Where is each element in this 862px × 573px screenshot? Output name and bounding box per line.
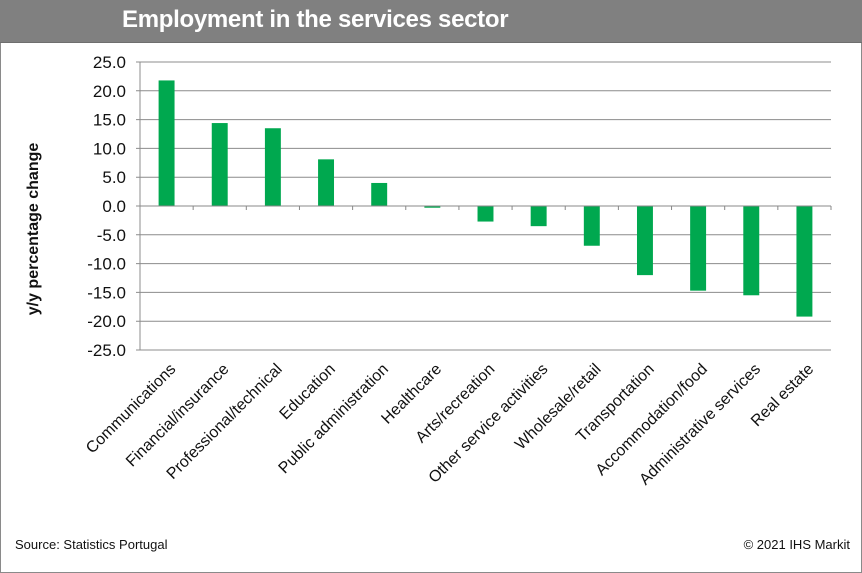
- bar: [158, 80, 175, 206]
- copyright-note: © 2021 IHS Markit: [743, 537, 850, 552]
- y-tick-label: -5.0: [97, 226, 126, 245]
- bar: [636, 206, 653, 276]
- axes: [139, 62, 832, 350]
- y-tick-label: 15.0: [93, 111, 126, 130]
- y-tick-label: -20.0: [87, 312, 126, 331]
- y-tick-label: 20.0: [93, 82, 126, 101]
- x-tick-label: Public administration: [276, 361, 392, 477]
- y-tick-label: 5.0: [102, 168, 126, 187]
- bar: [264, 128, 281, 206]
- bar: [211, 123, 228, 206]
- bar: [796, 206, 813, 317]
- title-bar: Employment in the services sector: [0, 0, 862, 43]
- y-tick-label: 0.0: [102, 197, 126, 216]
- y-tick-label: -25.0: [87, 341, 126, 360]
- y-tick-labels: 25.0 20.0 15.0 10.0 5.0 0.0 -5.0 -10.0 -15.0 -20.…: [87, 53, 126, 360]
- bar: [477, 206, 494, 222]
- bar: [583, 206, 600, 246]
- chart-title: Employment in the services sector: [122, 6, 509, 33]
- bar: [690, 206, 707, 291]
- y-tick-label: 25.0: [93, 53, 126, 72]
- x-tick-label: Financial/insurance: [123, 361, 233, 471]
- bar: [743, 206, 760, 296]
- y-tick-label: -15.0: [87, 283, 126, 302]
- bar: [318, 159, 335, 206]
- y-tick-label: 10.0: [93, 139, 126, 158]
- bar: [530, 206, 547, 227]
- source-note: Source: Statistics Portugal: [15, 537, 168, 552]
- gridlines: [136, 61, 831, 351]
- y-tick-label: -10.0: [87, 255, 126, 274]
- bar: [424, 206, 441, 208]
- y-axis-label: y/y percentage change: [25, 143, 42, 316]
- x-tick-labels: CommunicationsFinancial/insuranceProfess…: [83, 361, 817, 489]
- x-tick-label: Communications: [83, 361, 179, 457]
- bars: [158, 80, 813, 317]
- bar: [371, 182, 388, 206]
